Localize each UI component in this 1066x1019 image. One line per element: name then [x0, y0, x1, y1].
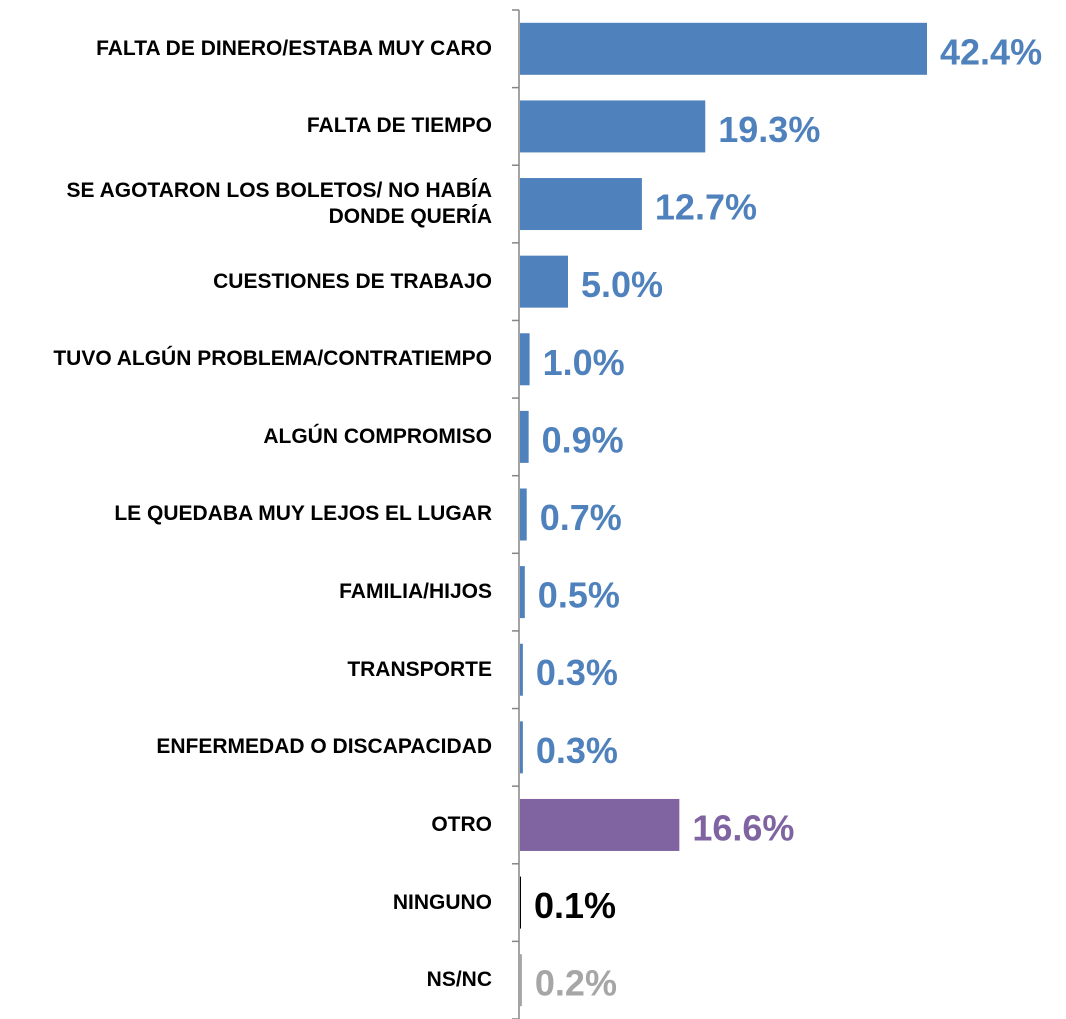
bar: [520, 643, 523, 696]
category-label: LE QUEDABA MUY LEJOS EL LUGAR: [114, 502, 492, 526]
bar: [520, 255, 568, 308]
category-label: ENFERMEDAD O DISCAPACIDAD: [156, 735, 492, 759]
bar: [520, 798, 680, 851]
category-label: ALGÚN COMPROMISO: [263, 424, 492, 448]
value-label: 16.6%: [692, 807, 794, 848]
value-label: 0.1%: [534, 885, 616, 926]
value-label: 12.7%: [655, 187, 757, 228]
bar: [520, 876, 521, 929]
bar: [520, 954, 522, 1007]
value-label: 0.7%: [540, 497, 622, 538]
bar: [520, 178, 642, 231]
category-label: TRANSPORTE: [347, 657, 492, 681]
category-label: OTRO: [431, 812, 492, 836]
category-label: FALTA DE TIEMPO: [306, 114, 492, 138]
category-label: SE AGOTARON LOS BOLETOS/ NO HABÍA DONDE …: [66, 179, 492, 229]
value-label: 0.3%: [536, 730, 618, 771]
value-label: 0.5%: [538, 575, 620, 616]
bar: [520, 488, 527, 541]
category-label: NINGUNO: [392, 890, 492, 914]
value-label: 1.0%: [543, 342, 625, 383]
category-label: FALTA DE DINERO/ESTABA MUY CARO: [96, 36, 492, 60]
bar: [520, 410, 529, 463]
category-label: CUESTIONES DE TRABAJO: [213, 269, 492, 293]
value-label: 0.2%: [535, 963, 617, 1004]
category-label: FAMILIA/HIJOS: [339, 580, 492, 604]
value-label: 19.3%: [718, 109, 820, 150]
category-label: TUVO ALGÚN PROBLEMA/CONTRATIEMPO: [53, 347, 492, 371]
bar: [520, 100, 706, 153]
bar: [520, 22, 927, 75]
bar: [520, 333, 530, 386]
bar: [520, 721, 523, 774]
bar: [520, 566, 525, 619]
value-label: 5.0%: [581, 264, 663, 305]
category-label: NS/NC: [426, 968, 492, 992]
value-label: 0.9%: [542, 419, 624, 460]
value-label: 42.4%: [940, 31, 1042, 72]
value-label: 0.3%: [536, 652, 618, 693]
